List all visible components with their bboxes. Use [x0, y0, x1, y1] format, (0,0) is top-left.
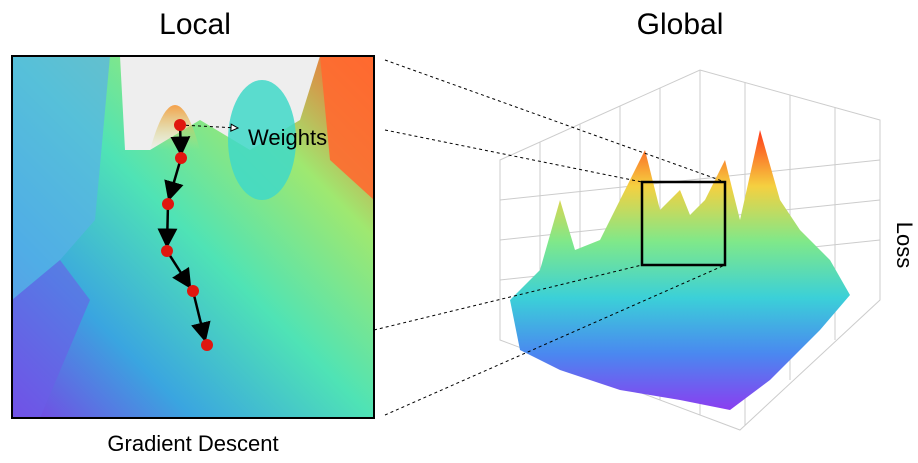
global-title: Global [637, 8, 724, 41]
caption: Gradient Descent [107, 431, 278, 456]
figure: Local Global Weights Gradient Descent [0, 0, 918, 463]
local-title: Local [159, 8, 231, 41]
global-surface [500, 70, 880, 430]
weights-label: Weights [248, 125, 327, 150]
page: Local Global Weights Gradient Descent [0, 0, 918, 463]
axis-label: Loss [892, 222, 917, 268]
local-panel: Weights [12, 56, 374, 418]
